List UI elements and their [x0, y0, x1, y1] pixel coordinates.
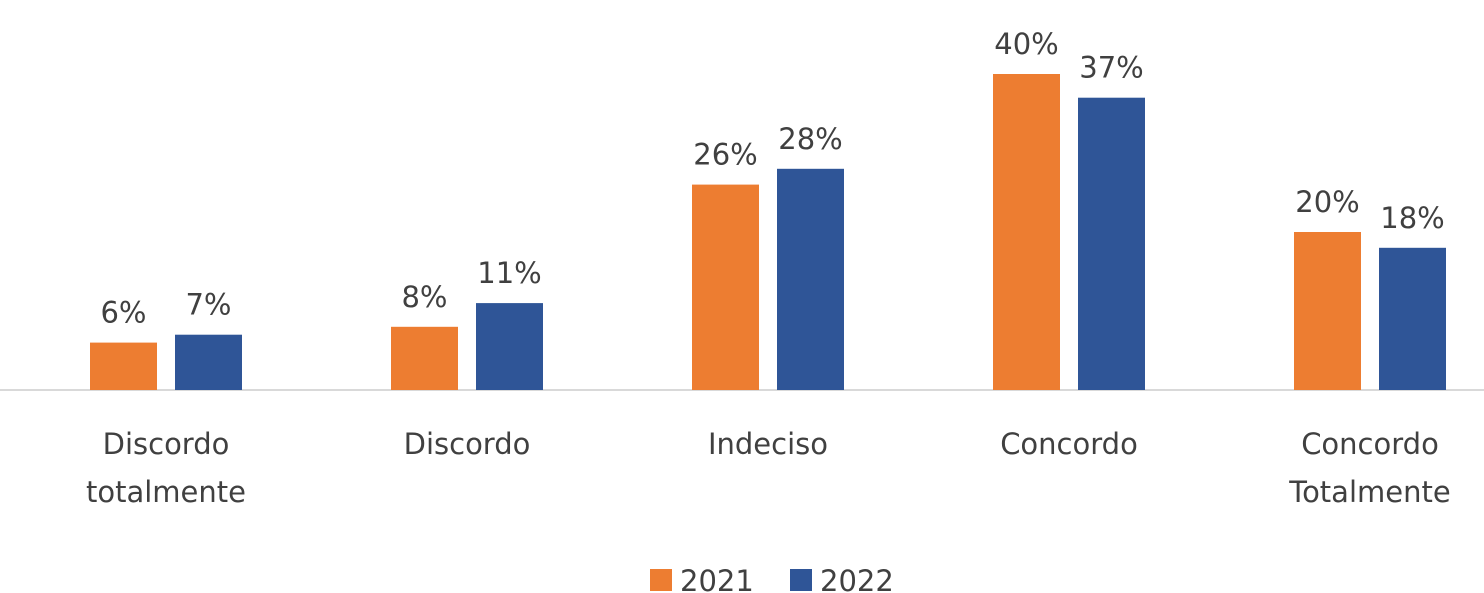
bar [1379, 247, 1446, 390]
data-label: 37% [1079, 51, 1143, 85]
data-label: 7% [185, 288, 231, 322]
legend-label: 2021 [680, 564, 754, 593]
bar [692, 184, 759, 390]
bar [1294, 232, 1361, 390]
data-label: 6% [100, 296, 146, 330]
bar [1078, 97, 1145, 390]
bar [476, 303, 543, 390]
data-label: 11% [477, 256, 541, 290]
bar [993, 74, 1060, 390]
data-label: 28% [778, 122, 842, 156]
data-label: 40% [994, 27, 1058, 61]
x-tick-label: Indeciso [707, 427, 829, 461]
data-label: 18% [1380, 201, 1444, 235]
legend-swatch [650, 569, 672, 591]
bar [391, 326, 458, 390]
data-label: 26% [693, 138, 757, 172]
data-label: 20% [1295, 185, 1359, 219]
bar [90, 342, 157, 390]
x-tick-label: Concordo [1000, 427, 1138, 461]
x-tick-label: Concordo Totalmente [1289, 427, 1451, 509]
x-tick-label: Discordo totalmente [86, 427, 246, 509]
legend-swatch [790, 569, 812, 591]
bar [175, 334, 242, 390]
x-tick-label: Discordo [403, 427, 531, 461]
data-label: 8% [401, 280, 447, 314]
legend-label: 2022 [820, 564, 894, 593]
bar [777, 168, 844, 390]
